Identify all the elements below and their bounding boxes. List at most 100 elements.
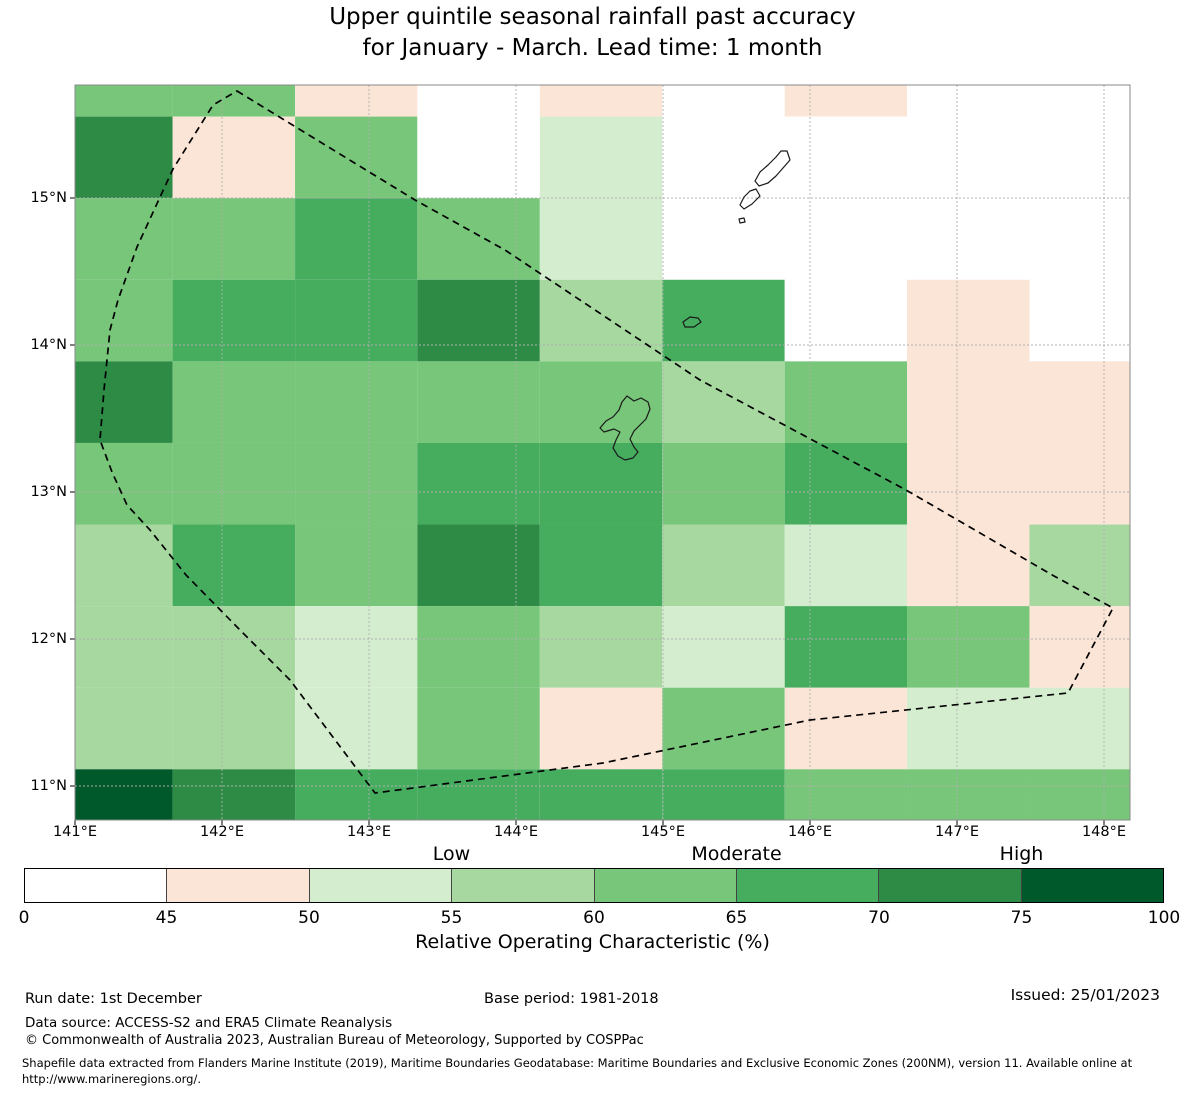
- colorbar-segment: [878, 869, 1021, 902]
- map-cell: [662, 279, 785, 362]
- aguijan-island-outline: [738, 217, 746, 224]
- map-cell: [75, 442, 173, 525]
- map-cell: [172, 198, 296, 280]
- y-axis-label: 15°N: [30, 190, 67, 206]
- map-cell: [539, 361, 663, 443]
- map-cell: [907, 606, 1030, 688]
- map-cell: [539, 116, 663, 199]
- map-cell: [417, 116, 540, 199]
- map-cell: [784, 198, 908, 280]
- shapefile-note-text: Shapefile data extracted from Flanders M…: [22, 1056, 1133, 1086]
- map-plot-area: [70, 84, 1131, 825]
- saipan-island-outline: [754, 150, 791, 187]
- colorbar-tick-label: 70: [868, 908, 890, 928]
- map-cell: [172, 524, 296, 607]
- map-cell: [539, 524, 663, 607]
- map-cell: [662, 361, 785, 443]
- map-cell: [784, 524, 908, 607]
- colorbar-segment: [308, 869, 452, 902]
- colorbar-segment: [735, 869, 879, 902]
- map-cell: [172, 85, 296, 117]
- x-axis-label: 142°E: [199, 824, 245, 840]
- heatmap-svg: [70, 84, 1131, 825]
- x-axis-label: 148°E: [1081, 824, 1127, 840]
- run-date-text: Run date: 1st December: [25, 991, 202, 1007]
- map-cell: [295, 85, 418, 117]
- map-cell: [784, 606, 908, 688]
- chart-title-line1: Upper quintile seasonal rainfall past ac…: [329, 4, 856, 30]
- map-cell: [75, 687, 173, 770]
- map-cell: [417, 524, 540, 607]
- map-cell: [907, 524, 1030, 607]
- map-cell: [1029, 687, 1130, 770]
- colorbar-category-label: High: [999, 843, 1044, 865]
- map-cell: [907, 442, 1030, 525]
- map-cell: [75, 116, 173, 199]
- colorbar: [24, 868, 1164, 903]
- map-cell: [662, 769, 785, 820]
- colorbar-tick-label: 55: [440, 908, 463, 928]
- map-cell: [907, 116, 1030, 199]
- map-cell: [662, 198, 785, 280]
- map-cell: [662, 687, 785, 770]
- x-axis-label: 141°E: [52, 824, 98, 840]
- map-cell: [417, 606, 540, 688]
- map-cell: [172, 442, 296, 525]
- map-cell: [539, 442, 663, 525]
- colorbar-tick-label: 0: [18, 908, 30, 928]
- map-cell: [75, 279, 173, 362]
- map-cell: [1029, 442, 1130, 525]
- guam-island-outline: [599, 395, 651, 461]
- map-cell: [295, 524, 418, 607]
- x-axis-label: 143°E: [346, 824, 392, 840]
- colorbar-segment: [166, 869, 309, 902]
- data-source-text: Data source: ACCESS-S2 and ERA5 Climate …: [25, 1015, 393, 1031]
- map-cell: [1029, 198, 1130, 280]
- map-cell: [784, 279, 908, 362]
- map-cell: [784, 769, 908, 820]
- map-cell: [662, 85, 785, 117]
- map-cell: [417, 442, 540, 525]
- colorbar-segment: [1020, 869, 1163, 902]
- map-cell: [539, 687, 663, 770]
- map-cell: [662, 442, 785, 525]
- map-cell: [784, 361, 908, 443]
- map-cell: [662, 116, 785, 199]
- map-cell: [295, 606, 418, 688]
- map-cell: [172, 116, 296, 199]
- map-cell: [295, 116, 418, 199]
- map-cell: [907, 769, 1030, 820]
- map-cell: [295, 361, 418, 443]
- colorbar-tick-label: 45: [155, 908, 178, 928]
- issued-date-text: Issued: 25/01/2023: [1010, 986, 1160, 1004]
- map-cell: [172, 279, 296, 362]
- x-axis-label: 145°E: [640, 824, 686, 840]
- map-cell: [75, 85, 173, 117]
- map-cell: [172, 361, 296, 443]
- map-cell: [784, 85, 908, 117]
- map-cell: [75, 769, 173, 820]
- map-cell: [417, 279, 540, 362]
- map-cell: [172, 606, 296, 688]
- map-cell: [172, 769, 296, 820]
- map-cell: [295, 687, 418, 770]
- map-cell: [295, 198, 418, 280]
- colorbar-segment: [25, 869, 167, 902]
- map-cell: [907, 687, 1030, 770]
- map-cell: [75, 361, 173, 443]
- map-cell: [662, 524, 785, 607]
- chart-title-line2: for January - March. Lead time: 1 month: [362, 35, 823, 61]
- map-cell: [417, 85, 540, 117]
- colorbar-tick-label: 100: [1147, 908, 1181, 928]
- x-axis-label: 144°E: [493, 824, 539, 840]
- map-cell: [907, 361, 1030, 443]
- colorbar-category-label: Moderate: [691, 843, 782, 865]
- map-cell: [75, 198, 173, 280]
- map-cell: [539, 198, 663, 280]
- colorbar-category-label: Low: [432, 843, 471, 865]
- colorbar-segment: [451, 869, 594, 902]
- rota-island-outline: [682, 316, 702, 328]
- map-cell: [784, 687, 908, 770]
- map-cell: [417, 687, 540, 770]
